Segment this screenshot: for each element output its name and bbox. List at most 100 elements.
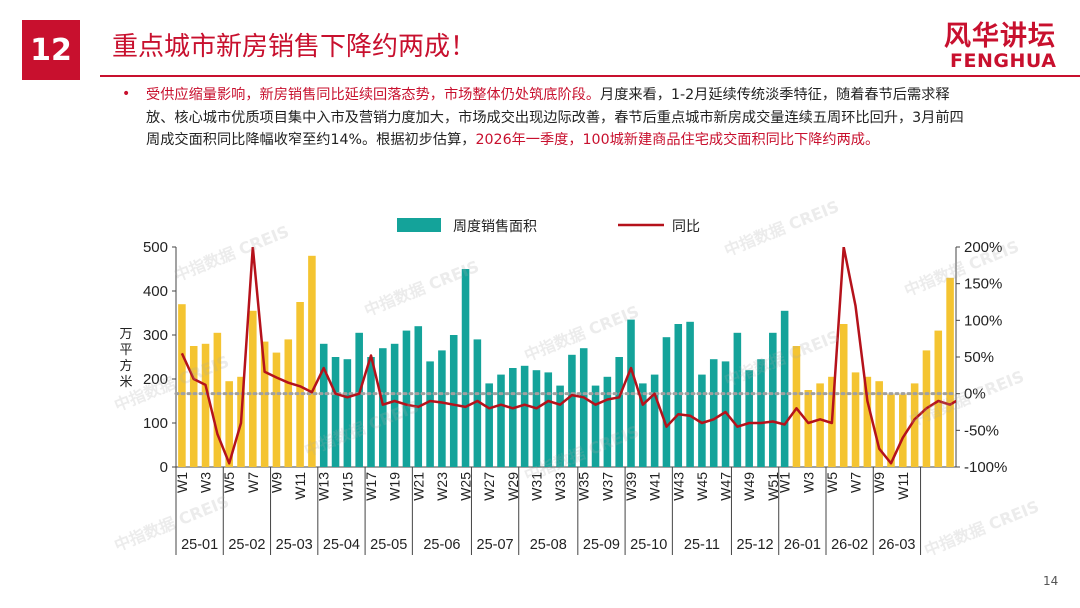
x-tick-label: W9 xyxy=(871,472,887,493)
month-label: 25-01 xyxy=(181,537,218,553)
bar xyxy=(201,343,210,467)
bar xyxy=(556,385,564,467)
slide-number-badge: 12 xyxy=(22,20,80,80)
x-tick-label: W47 xyxy=(718,472,734,501)
x-tick-label: W7 xyxy=(848,472,864,493)
bar xyxy=(178,304,186,467)
bar xyxy=(520,365,529,467)
month-label: 26-03 xyxy=(878,537,915,553)
x-tick-label: W7 xyxy=(245,472,261,493)
x-tick-label: W33 xyxy=(552,472,568,501)
desc-highlight-1: 受供应缩量影响，新房销售同比延续回落态势，市场整体仍处筑底阶段。 xyxy=(146,87,601,103)
x-tick-label: W37 xyxy=(599,472,615,501)
desc-highlight-2: 2026年一季度，100城新建商品住宅成交面积同比下降约两成。 xyxy=(475,132,880,148)
bar xyxy=(733,332,742,467)
bar xyxy=(875,381,883,467)
y-axis-title-char: 平 xyxy=(119,343,132,358)
x-tick-label: W27 xyxy=(481,472,497,501)
bar xyxy=(260,341,269,467)
bar xyxy=(579,348,588,467)
bar xyxy=(426,361,434,467)
bar xyxy=(414,326,423,467)
bar xyxy=(639,383,647,467)
y-tick-label-left: 0 xyxy=(160,459,168,476)
y-tick-label-left: 200 xyxy=(143,371,168,388)
bar xyxy=(568,354,576,467)
x-tick-label: W39 xyxy=(623,472,639,501)
x-tick-label: W3 xyxy=(800,472,816,493)
x-tick-label: W19 xyxy=(387,472,403,501)
x-tick-label: W1 xyxy=(777,472,793,493)
bar xyxy=(189,346,198,467)
x-tick-label: W25 xyxy=(458,472,474,501)
bar xyxy=(497,374,505,467)
bar xyxy=(213,332,222,467)
desc-body: 月度来看，1-2月延续传统淡季特征，随着春节后需求释放、核心城市优质项目集中入市… xyxy=(146,87,964,148)
x-tick-label: W51 xyxy=(765,472,781,501)
x-tick-label: W45 xyxy=(694,472,710,501)
bar xyxy=(709,359,718,467)
bar xyxy=(225,381,233,467)
description-paragraph: 受供应缩量影响，新房销售同比延续回落态势，市场整体仍处筑底阶段。月度来看，1-2… xyxy=(146,84,966,152)
bar xyxy=(509,368,517,467)
y-tick-label-right: 100% xyxy=(964,312,1002,329)
x-tick-label: W11 xyxy=(292,472,308,500)
bar xyxy=(603,376,612,467)
bar xyxy=(284,339,293,467)
bar xyxy=(379,348,387,467)
legend-bar-swatch xyxy=(397,218,441,232)
month-label: 25-02 xyxy=(228,537,265,553)
x-tick-label: W35 xyxy=(576,472,592,501)
x-tick-label: W41 xyxy=(647,472,663,501)
y-tick-label-left: 400 xyxy=(143,283,168,300)
bar xyxy=(839,324,848,467)
y-tick-label-right: -100% xyxy=(964,459,1007,476)
month-label: 25-05 xyxy=(370,537,407,553)
legend-bar-label: 周度销售面积 xyxy=(453,219,537,235)
x-tick-label: W3 xyxy=(198,472,214,493)
y-tick-label-right: 200% xyxy=(964,239,1002,256)
bar xyxy=(934,330,943,467)
month-label: 25-12 xyxy=(737,537,774,553)
bar xyxy=(887,394,895,467)
bar xyxy=(296,302,304,467)
bar xyxy=(650,374,659,467)
bar xyxy=(863,376,872,467)
bar xyxy=(851,372,860,467)
x-tick-label: W17 xyxy=(363,472,379,501)
y-axis-title-char: 方 xyxy=(119,358,132,374)
bullet-marker: • xyxy=(122,86,131,102)
y-tick-label-left: 500 xyxy=(143,239,168,256)
legend-line-label: 同比 xyxy=(672,219,700,235)
month-label: 26-02 xyxy=(831,537,868,553)
bar xyxy=(367,357,375,467)
x-tick-label: W15 xyxy=(339,472,355,501)
x-tick-label: W5 xyxy=(221,472,237,493)
month-label: 25-03 xyxy=(276,537,313,553)
bar xyxy=(449,335,458,467)
month-label: 25-07 xyxy=(477,537,514,553)
bar xyxy=(390,343,399,467)
bar xyxy=(674,324,683,467)
logo-text-cn: 风华讲坛 xyxy=(944,21,1056,52)
month-label: 25-04 xyxy=(323,537,360,553)
bar xyxy=(804,390,813,467)
bar xyxy=(272,352,281,467)
logo-text-en: FENGHUA xyxy=(950,50,1057,72)
bar xyxy=(473,339,482,467)
x-tick-label: W49 xyxy=(741,472,757,501)
bar xyxy=(485,383,493,467)
month-label: 25-08 xyxy=(530,537,567,553)
y-tick-label-right: 150% xyxy=(964,276,1002,293)
bar xyxy=(780,310,789,467)
bar xyxy=(946,277,954,467)
bar xyxy=(532,370,541,467)
y-axis-title-char: 米 xyxy=(119,375,132,390)
month-label: 26-01 xyxy=(784,537,821,553)
x-tick-label: W11 xyxy=(895,472,911,500)
month-label: 25-06 xyxy=(423,537,460,553)
month-label: 25-10 xyxy=(630,537,667,553)
page-number: 14 xyxy=(1043,574,1059,588)
bar xyxy=(438,350,446,467)
